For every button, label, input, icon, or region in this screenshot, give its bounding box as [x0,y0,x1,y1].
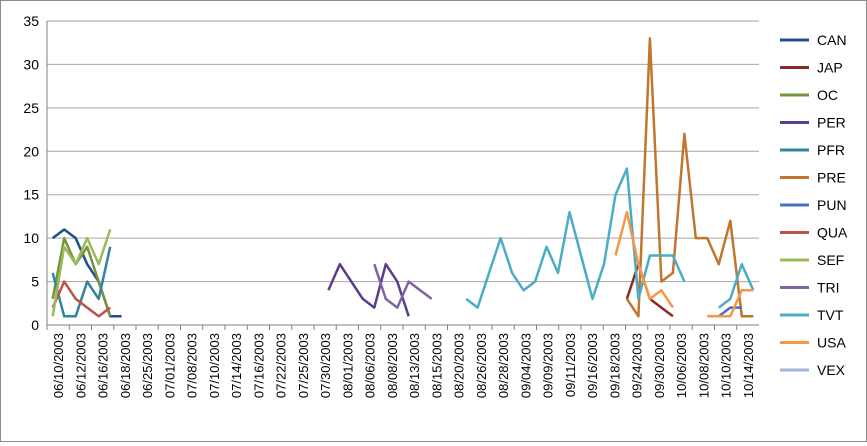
x-tick-label: 09/24/2003 [630,333,645,398]
x-tick-label: 07/01/2003 [162,333,177,398]
x-tick-label: 07/16/2003 [251,333,266,398]
x-tick-label: 07/22/2003 [274,333,289,398]
x-axis: 06/10/2003 06/12/2003 06/16/2003 06/18/2003… [46,325,756,398]
series-line-pun [718,306,742,318]
legend-label: VEX [817,362,846,378]
series-line-qua [51,280,111,318]
x-tick-label: 06/16/2003 [96,333,111,398]
series-line-pfr [51,246,112,318]
series-line-tri [373,263,433,309]
x-tick-label: 07/30/2003 [318,333,333,398]
legend-label: PRE [817,170,846,186]
x-tick-label: 08/28/2003 [496,333,511,398]
legend-label: PFR [817,142,845,158]
x-tick-label: 08/26/2003 [474,333,489,398]
x-tick-label: 08/01/2003 [340,333,355,398]
series-line-usa [707,289,754,318]
x-tick-label: 09/11/2003 [563,333,578,397]
x-tick-label: 09/04/2003 [518,333,533,398]
series-line-sef [51,229,112,317]
y-tick-label: 30 [23,56,39,72]
legend-label: OC [817,87,838,103]
series-lines [51,37,755,318]
legend-label: CAN [817,32,847,48]
x-tick-label: 08/06/2003 [363,333,378,398]
x-tick-label: 07/25/2003 [296,333,311,398]
legend-label: TRI [817,280,840,296]
y-tick-label: 5 [31,274,39,290]
y-tick-label: 15 [23,187,39,203]
x-tick-label: 10/08/2003 [696,333,711,398]
y-tick-label: 20 [23,143,39,159]
x-tick-label: 08/08/2003 [385,333,400,398]
x-tick-label: 09/30/2003 [652,333,667,398]
x-tick-label: 09/16/2003 [585,333,600,398]
x-tick-label: 09/18/2003 [607,333,622,398]
legend-label: JAP [817,60,843,76]
x-tick-label: 10/10/2003 [719,333,734,398]
x-tick-label: 08/15/2003 [429,333,444,398]
x-tick-label: 08/20/2003 [452,333,467,398]
x-tick-label: 07/10/2003 [207,333,222,398]
series-line-tvt [718,262,755,309]
x-tick-label: 06/18/2003 [118,333,133,398]
legend-label: PER [817,115,846,131]
x-tick-label: 08/13/2003 [407,333,422,398]
x-tick-label: 06/12/2003 [73,333,88,398]
legend-label: QUA [817,225,848,241]
x-tick-label: 09/09/2003 [541,333,556,398]
x-tick-label: 06/10/2003 [51,333,66,398]
x-tick-label: 10/14/2003 [741,333,756,398]
y-tick-label: 10 [23,230,39,246]
series-line-pre [625,37,754,318]
series-line-per [327,262,410,317]
legend-label: TVT [817,307,844,323]
y-tick-label: 25 [23,100,39,116]
series-line-tvt [465,167,686,309]
x-tick-label: 07/14/2003 [229,333,244,398]
x-tick-label: 10/06/2003 [674,333,689,398]
legend-label: SEF [817,252,844,268]
y-tick-label: 35 [23,13,39,29]
legend: CAN JAP OC PER PFR PRE PUN QUA SEF TRI TVT USA VEX [780,32,848,378]
legend-label: USA [817,335,846,351]
gridlines [47,20,759,326]
x-tick-label: 07/08/2003 [185,333,200,398]
legend-label: PUN [817,197,847,213]
series-line-usa [614,210,674,309]
x-tick-label: 06/25/2003 [140,333,155,398]
y-tick-label: 0 [31,317,39,333]
